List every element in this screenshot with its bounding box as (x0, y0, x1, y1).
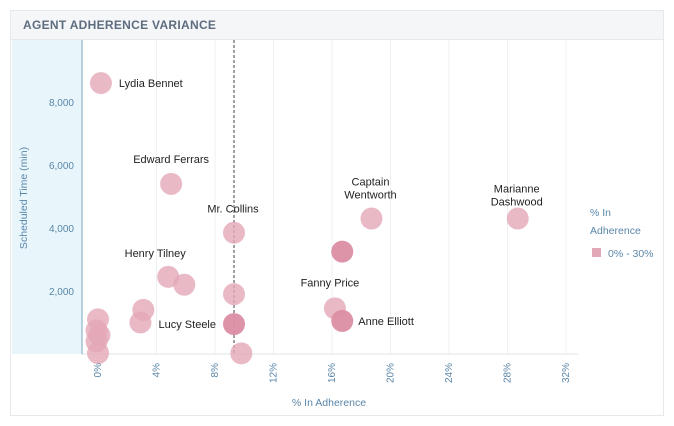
y-axis-title: Scheduled Time (min) (18, 147, 30, 249)
y-axis-ticks: 2,000 4,000 6,000 8,000 (49, 98, 74, 298)
x-tick-label: 8% (210, 363, 221, 378)
x-tick-label: 24% (444, 363, 455, 383)
point-label: Fanny Price (301, 277, 360, 289)
point-label: Captain Wentworth (344, 177, 396, 202)
x-tick-label: 4% (152, 363, 163, 378)
point-label-line: Captain (352, 177, 390, 189)
legend: % In Adherence 0% - 30% (590, 207, 654, 260)
x-axis-ticks: 0% 4% 8% 12% 16% 20% 24% 28% 32% (93, 363, 572, 383)
point-label: Marianne Dashwood (491, 184, 543, 209)
x-tick-label: 28% (503, 363, 514, 383)
scatter-point[interactable] (506, 207, 529, 230)
chart-panel: AGENT ADHERENCE VARIANCE (10, 10, 664, 416)
scatter-point[interactable] (160, 172, 183, 195)
scatter-point[interactable] (230, 342, 253, 365)
panel-title-bar: AGENT ADHERENCE VARIANCE (11, 11, 663, 40)
scatter-point[interactable] (223, 283, 246, 306)
x-tick-label: 0% (93, 363, 104, 378)
y-axis-band (12, 40, 82, 354)
legend-title-line-1: % In (590, 207, 611, 219)
y-tick-label: 6,000 (49, 161, 74, 172)
y-tick-label: 2,000 (49, 287, 74, 298)
point-label-line: Wentworth (344, 190, 396, 202)
y-tick-label: 8,000 (49, 98, 74, 109)
panel-title: AGENT ADHERENCE VARIANCE (23, 18, 217, 32)
scatter-point[interactable] (89, 72, 112, 95)
point-labels: Lydia Bennet Edward Ferrars Mr. Collins Cap… (119, 78, 543, 331)
grid-lines (82, 40, 578, 355)
scatter-point[interactable] (360, 207, 383, 230)
x-tick-label: 16% (327, 363, 338, 383)
scatter-point[interactable] (87, 342, 109, 365)
scatter-point[interactable] (331, 240, 354, 263)
x-axis-title: % In Adherence (292, 397, 366, 409)
x-tick-label: 20% (386, 363, 397, 383)
scatter-point[interactable] (173, 273, 196, 296)
scatter-point[interactable] (129, 311, 152, 334)
y-tick-label: 4,000 (49, 224, 74, 235)
scatter-point[interactable] (331, 309, 354, 332)
legend-title-line-2: Adherence (590, 225, 641, 237)
point-label: Lydia Bennet (119, 78, 183, 90)
point-label: Edward Ferrars (133, 154, 209, 166)
legend-swatch (592, 248, 601, 257)
point-label: Anne Elliott (358, 316, 414, 328)
point-label-line: Marianne (494, 184, 540, 196)
point-label: Mr. Collins (207, 204, 259, 216)
scatter-point[interactable] (223, 313, 246, 336)
point-label: Lucy Steele (159, 319, 216, 331)
legend-item-label: 0% - 30% (608, 248, 654, 260)
data-points (85, 72, 529, 365)
point-label-line: Dashwood (491, 197, 543, 209)
x-tick-label: 32% (561, 363, 572, 383)
scatter-point[interactable] (223, 221, 246, 244)
point-label: Henry Tilney (125, 248, 187, 260)
x-tick-label: 12% (269, 363, 280, 383)
